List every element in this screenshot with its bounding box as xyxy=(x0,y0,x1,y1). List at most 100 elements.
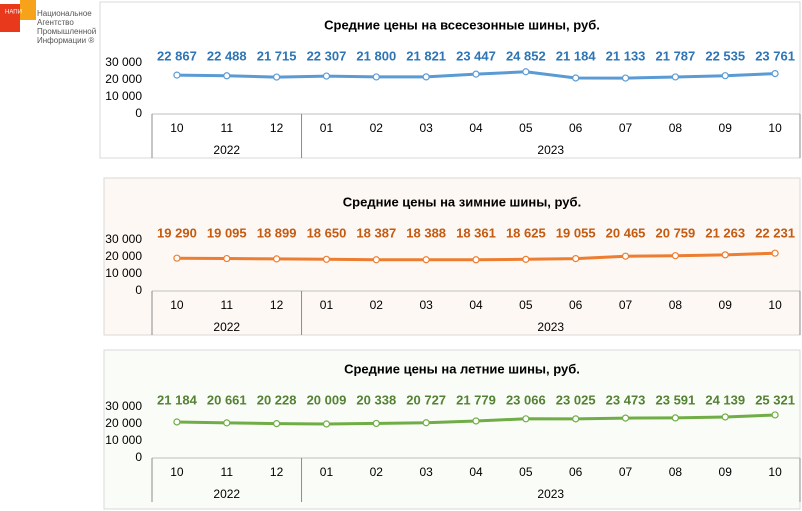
x-tick-label: 09 xyxy=(719,298,733,312)
value-label: 24 139 xyxy=(705,392,745,407)
value-label: 18 361 xyxy=(456,225,496,240)
value-label: 23 447 xyxy=(456,48,496,63)
value-label: 19 095 xyxy=(207,225,247,240)
value-label: 22 231 xyxy=(755,225,795,240)
value-label: 22 488 xyxy=(207,48,247,63)
value-label: 21 133 xyxy=(606,48,646,63)
x-tick-label: 10 xyxy=(768,298,782,312)
logo-text: Национальное xyxy=(37,9,92,18)
x-tick-label: 02 xyxy=(370,121,384,135)
logo-short: НАПИ xyxy=(5,10,22,16)
point xyxy=(322,420,331,428)
x-tick-label: 05 xyxy=(519,465,533,479)
chart-panel xyxy=(103,349,801,510)
value-label: 21 184 xyxy=(157,392,198,407)
y-tick-label: 20 000 xyxy=(105,72,142,86)
value-label: 20 465 xyxy=(606,225,646,240)
value-label: 23 761 xyxy=(755,48,795,63)
point xyxy=(522,415,530,423)
value-label: 20 338 xyxy=(356,392,396,407)
value-label: 21 821 xyxy=(406,48,446,63)
value-label: 23 591 xyxy=(656,392,696,407)
point xyxy=(273,73,281,81)
point xyxy=(621,252,630,260)
value-label: 18 899 xyxy=(257,225,297,240)
x-tick-label: 03 xyxy=(419,121,433,135)
value-label: 23 066 xyxy=(506,392,546,407)
value-label: 20 727 xyxy=(406,392,446,407)
x-tick-label: 11 xyxy=(221,121,234,135)
y-tick-label: 10 000 xyxy=(105,89,142,103)
x-tick-label: 06 xyxy=(569,121,583,135)
y-tick-label: 20 000 xyxy=(105,416,142,430)
point xyxy=(472,70,480,78)
x-tick-label: 05 xyxy=(519,298,533,312)
value-label: 21 800 xyxy=(356,48,396,63)
point xyxy=(273,420,281,428)
point xyxy=(721,72,729,80)
point xyxy=(572,74,580,82)
point xyxy=(322,72,331,80)
value-label: 21 263 xyxy=(705,225,745,240)
value-label: 22 307 xyxy=(307,48,347,63)
logo-block xyxy=(0,4,20,32)
x-tick-label: 02 xyxy=(370,298,384,312)
point xyxy=(472,256,480,264)
x-tick-label: 11 xyxy=(221,298,234,312)
point xyxy=(223,254,231,263)
point xyxy=(372,256,380,264)
value-label: 21 787 xyxy=(656,48,696,63)
x-tick-label: 10 xyxy=(768,121,782,135)
value-label: 18 388 xyxy=(406,225,446,240)
logo-text: Информации ® xyxy=(37,36,94,45)
y-tick-label: 30 000 xyxy=(105,55,142,69)
value-label: 18 625 xyxy=(506,225,546,240)
point xyxy=(422,419,430,427)
value-label: 20 228 xyxy=(257,392,297,407)
value-label: 19 055 xyxy=(556,225,596,240)
x-tick-label: 01 xyxy=(320,121,334,135)
x-tick-label: 09 xyxy=(719,121,733,135)
x-tick-label: 08 xyxy=(669,465,683,479)
value-label: 25 321 xyxy=(755,392,795,407)
chart-title: Средние цены на зимние шины, руб. xyxy=(343,194,581,209)
value-label: 20 759 xyxy=(656,225,696,240)
value-label: 23 025 xyxy=(556,392,596,407)
point xyxy=(273,255,281,263)
y-tick-label: 10 000 xyxy=(105,433,142,447)
x-tick-label: 01 xyxy=(320,465,334,479)
point xyxy=(422,73,430,81)
logo-text: Промышленной xyxy=(37,27,96,36)
point xyxy=(671,414,679,422)
x-tick-label: 12 xyxy=(270,465,284,479)
point xyxy=(721,251,729,259)
x-tick-label: 03 xyxy=(419,465,433,479)
point xyxy=(621,414,630,422)
point xyxy=(671,252,679,260)
point xyxy=(422,256,430,264)
x-tick-label: 08 xyxy=(669,121,683,135)
point xyxy=(522,255,530,263)
x-tick-label: 11 xyxy=(221,465,234,479)
x-tick-label: 10 xyxy=(170,121,184,135)
value-label: 21 779 xyxy=(456,392,496,407)
point xyxy=(572,255,580,263)
point xyxy=(173,71,181,79)
x-tick-label: 10 xyxy=(170,465,184,479)
point xyxy=(771,249,779,257)
group-label: 2023 xyxy=(537,320,564,334)
y-tick-label: 10 000 xyxy=(105,266,142,280)
x-tick-label: 10 xyxy=(768,465,782,479)
x-tick-label: 05 xyxy=(519,121,533,135)
x-tick-label: 12 xyxy=(270,298,284,312)
chart-title: Средние цены на летние шины, руб. xyxy=(344,361,580,376)
value-label: 22 867 xyxy=(157,48,197,63)
point xyxy=(721,413,729,421)
y-tick-label: 20 000 xyxy=(105,249,142,263)
y-tick-label: 30 000 xyxy=(105,399,142,413)
x-tick-label: 02 xyxy=(370,465,384,479)
point xyxy=(671,73,679,81)
x-tick-label: 04 xyxy=(469,465,483,479)
value-label: 19 290 xyxy=(157,225,197,240)
group-label: 2022 xyxy=(213,320,240,334)
